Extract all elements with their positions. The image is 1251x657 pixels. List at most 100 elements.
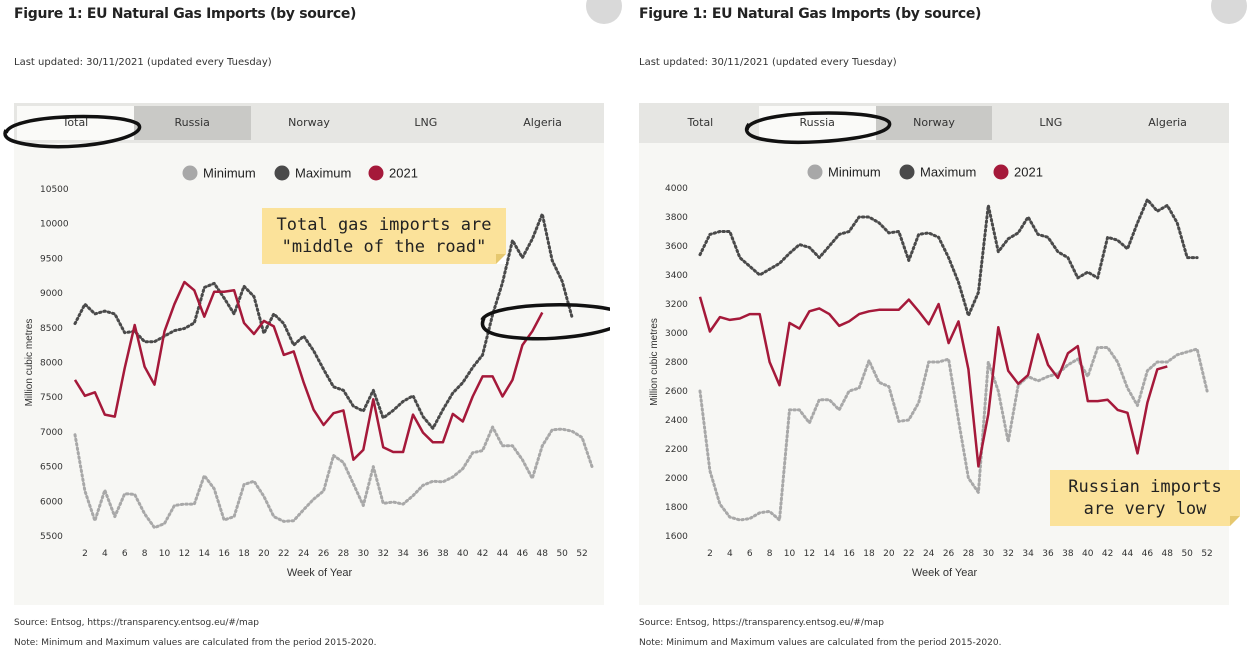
x-tick-label: 14 [199, 549, 211, 559]
y-tick-label: 3000 [665, 329, 688, 339]
y-tick-label: 3200 [665, 300, 688, 310]
tab-total[interactable]: Total [687, 116, 714, 129]
x-tick-label: 32 [1002, 549, 1013, 559]
annotation-line: "middle of the road" [281, 237, 487, 257]
last-updated: Last updated: 30/11/2021 (updated every … [14, 57, 272, 68]
x-tick-label: 24 [923, 549, 935, 559]
y-tick-label: 6500 [40, 463, 63, 473]
series-line-2021[interactable] [698, 296, 1168, 468]
legend-label[interactable]: Minimum [203, 166, 256, 181]
series-line-2021[interactable] [73, 280, 544, 461]
tab-norway[interactable]: Norway [875, 106, 993, 140]
tab-algeria[interactable]: Algeria [1148, 116, 1187, 129]
y-axis-label: Million cubic metres [24, 319, 35, 407]
x-tick-label: 46 [517, 549, 529, 559]
x-tick-label: 2 [82, 549, 88, 559]
series-line-maximum[interactable] [698, 198, 1199, 318]
x-tick-label: 6 [747, 549, 753, 559]
endpoint-highlight-circle [480, 303, 610, 341]
legend-marker[interactable] [993, 164, 1009, 180]
x-tick-label: 42 [477, 549, 488, 559]
x-tick-label: 6 [122, 549, 128, 559]
x-tick-label: 34 [397, 549, 409, 559]
x-tick-label: 4 [102, 549, 108, 559]
x-tick-label: 46 [1142, 549, 1154, 559]
x-tick-label: 34 [1022, 549, 1034, 559]
source-note: Source: Entsog, https://transparency.ent… [14, 618, 259, 628]
x-tick-label: 36 [417, 549, 429, 559]
legend-marker[interactable] [274, 165, 290, 181]
source-note: Source: Entsog, https://transparency.ent… [639, 618, 884, 628]
tab-algeria[interactable]: Algeria [523, 116, 562, 129]
tab-norway[interactable]: Norway [288, 116, 330, 129]
x-tick-label: 48 [537, 549, 549, 559]
source-tabs: Total Russia Norway LNG Algeria [639, 103, 1229, 143]
y-tick-label: 10500 [40, 185, 69, 195]
x-tick-label: 20 [258, 549, 270, 559]
x-tick-label: 20 [883, 549, 895, 559]
y-tick-label: 9000 [40, 289, 63, 299]
footnote: Note: Minimum and Maximum values are cal… [639, 638, 1002, 648]
y-tick-label: 2200 [665, 445, 688, 455]
y-axis-label: Million cubic metres [649, 318, 660, 406]
chart-area [639, 143, 1229, 605]
x-tick-label: 22 [903, 549, 914, 559]
x-tick-label: 22 [278, 549, 289, 559]
x-tick-label: 50 [1181, 549, 1193, 559]
x-tick-label: 52 [1201, 549, 1212, 559]
legend-marker[interactable] [899, 164, 915, 180]
x-tick-label: 44 [1122, 549, 1134, 559]
x-tick-label: 52 [576, 549, 587, 559]
tab-highlight-circle [3, 114, 142, 149]
legend-label[interactable]: Minimum [828, 165, 881, 180]
y-tick-label: 1800 [665, 503, 688, 513]
tab-lng[interactable]: LNG [414, 116, 438, 129]
legend-marker[interactable] [807, 164, 823, 180]
y-tick-label: 3600 [665, 242, 688, 252]
legend-label[interactable]: 2021 [1014, 165, 1043, 180]
annotation-line: Russian imports [1068, 477, 1222, 497]
x-tick-label: 18 [238, 549, 250, 559]
y-tick-label: 1600 [665, 532, 688, 542]
y-tick-label: 7000 [40, 428, 63, 438]
y-tick-label: 10000 [40, 220, 69, 230]
x-tick-label: 2 [707, 549, 713, 559]
y-tick-label: 2600 [665, 387, 688, 397]
x-tick-label: 24 [298, 549, 310, 559]
series-line-minimum[interactable] [73, 425, 594, 530]
series-line-minimum[interactable] [698, 346, 1209, 522]
x-tick-label: 8 [142, 549, 148, 559]
series-line-maximum[interactable] [73, 212, 574, 430]
y-tick-label: 6000 [40, 497, 63, 507]
tab-russia[interactable]: Russia [133, 106, 251, 140]
x-tick-label: 28 [963, 549, 975, 559]
chart-total: 5500 6000 6500 7000 7500 8000 8500 9000 9500 1000… [3, 114, 610, 579]
x-tick-label: 42 [1102, 549, 1113, 559]
y-tick-label: 3800 [665, 213, 688, 223]
y-tick-label: 5500 [40, 532, 63, 542]
x-tick-label: 26 [943, 549, 955, 559]
legend-marker[interactable] [182, 165, 198, 181]
tab-lng[interactable]: LNG [1039, 116, 1063, 129]
x-tick-label: 16 [218, 549, 230, 559]
x-tick-label: 44 [497, 549, 509, 559]
x-tick-label: 14 [824, 549, 836, 559]
y-tick-label: 4000 [665, 184, 688, 194]
x-tick-label: 4 [727, 549, 733, 559]
x-axis-label: Week of Year [287, 567, 353, 579]
y-tick-label: 3400 [665, 271, 688, 281]
footnote: Note: Minimum and Maximum values are cal… [14, 638, 377, 648]
legend-label[interactable]: 2021 [389, 166, 418, 181]
legend-marker[interactable] [368, 165, 384, 181]
legend-label[interactable]: Maximum [920, 165, 976, 180]
x-tick-label: 12 [179, 549, 190, 559]
x-tick-label: 28 [338, 549, 350, 559]
x-tick-label: 36 [1042, 549, 1054, 559]
y-tick-label: 2400 [665, 416, 688, 426]
x-tick-label: 38 [437, 549, 449, 559]
legend-label[interactable]: Maximum [295, 166, 351, 181]
tab-total[interactable]: Total [17, 106, 134, 140]
x-tick-label: 26 [318, 549, 330, 559]
x-tick-label: 30 [983, 549, 995, 559]
x-tick-label: 32 [377, 549, 388, 559]
